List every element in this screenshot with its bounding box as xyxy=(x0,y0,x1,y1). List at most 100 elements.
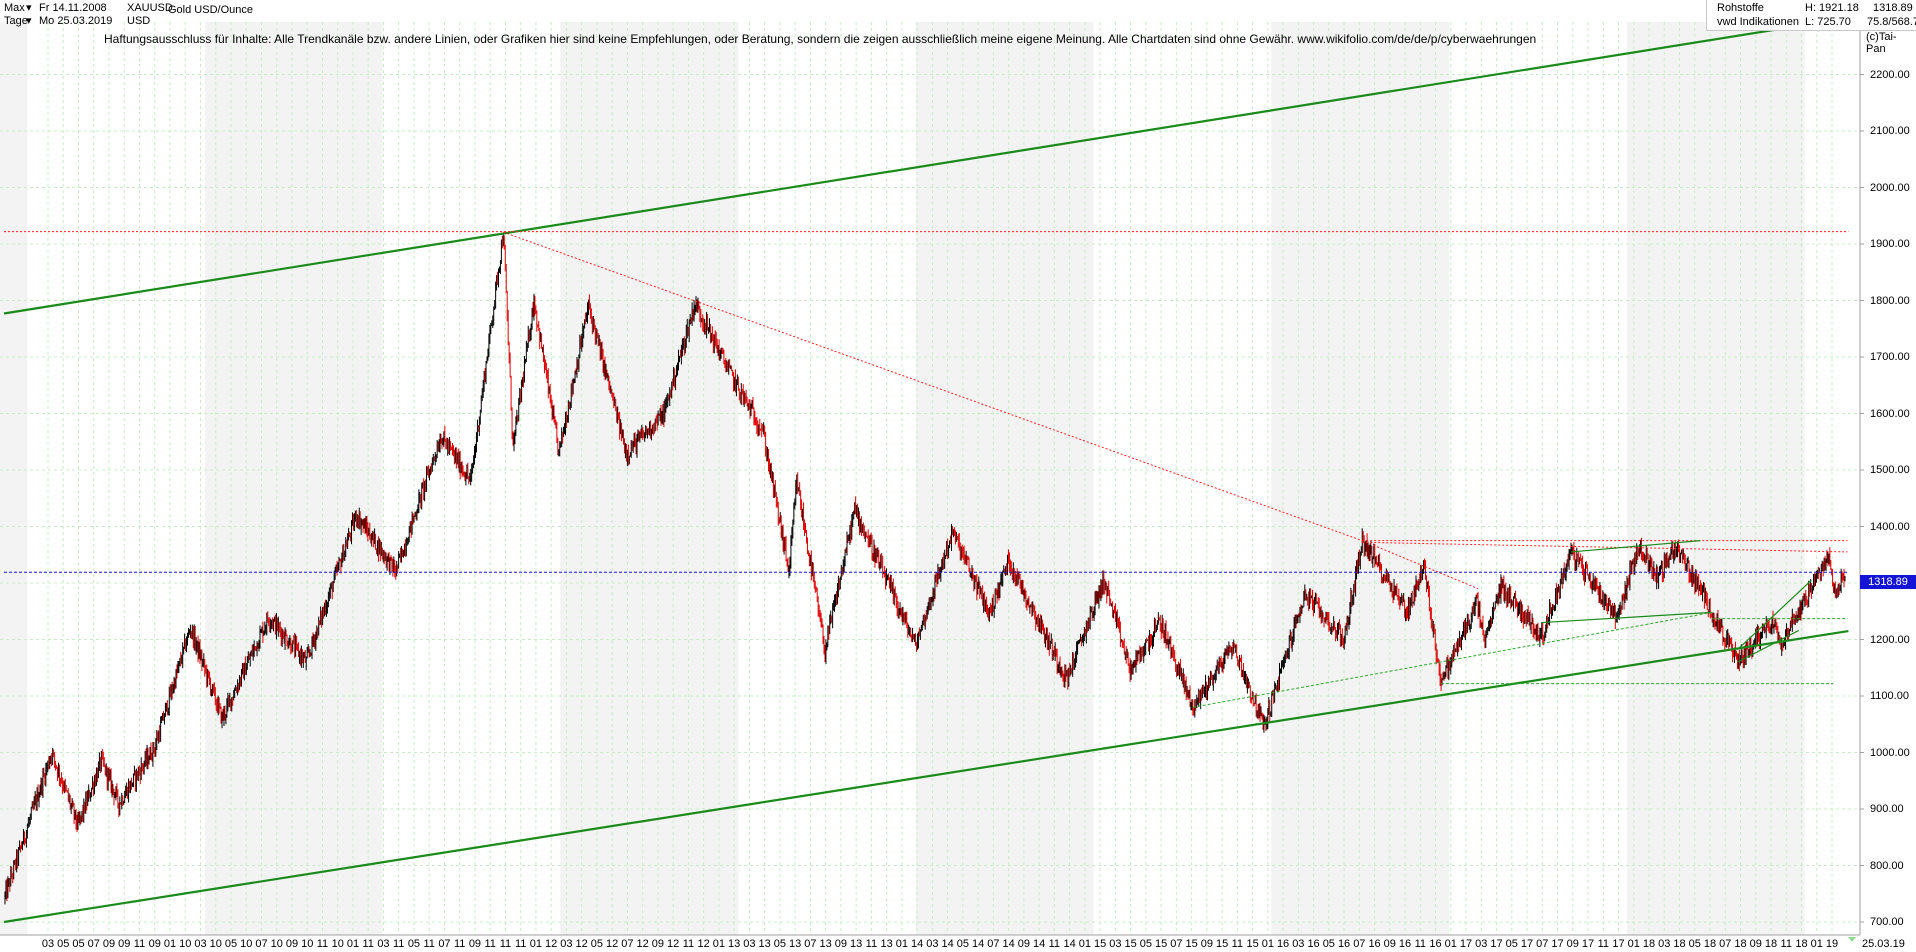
x-tick-label: 03 xyxy=(1109,938,1122,950)
y-tick-label: 1700.00 xyxy=(1870,351,1910,363)
x-tick-label: 14 xyxy=(941,938,954,950)
x-tick-label: 07 xyxy=(1719,938,1732,950)
x-tick-label: 03 xyxy=(377,938,390,950)
x-tick-label: 03 xyxy=(1475,938,1488,950)
chart-gridlines xyxy=(0,22,1864,935)
period-label[interactable]: Tage xyxy=(4,15,28,27)
x-tick-label: 11 xyxy=(682,938,695,950)
x-tick-label: 16 xyxy=(1368,938,1381,950)
y-tick-label: 1800.00 xyxy=(1870,294,1910,307)
y-tick-label: 2000.00 xyxy=(1870,181,1910,194)
x-tick-label: 03 xyxy=(926,938,939,950)
line-wedge-lower xyxy=(1737,629,1800,663)
x-tick-label: 09 xyxy=(285,938,299,950)
x-tick-label: 11 xyxy=(362,938,374,950)
x-tick-label: 09 xyxy=(1017,938,1030,950)
x-tick-label: 14 xyxy=(911,938,924,950)
y-tick-label: 900.00 xyxy=(1870,803,1904,815)
range-dropdown-icon[interactable]: ▾ xyxy=(26,2,32,14)
x-tick-label: 12 xyxy=(545,938,558,950)
copyright: (c)Tai-Pan xyxy=(1866,31,1897,55)
x-tick-label: 12 xyxy=(575,938,588,950)
x-tick-label: 18 xyxy=(1734,938,1747,950)
line-2017-resistance xyxy=(1570,540,1701,553)
currency: USD xyxy=(127,15,151,27)
period-dropdown-icon[interactable]: ▾ xyxy=(26,15,32,27)
year-band xyxy=(1626,22,1805,935)
line-wedge-upper xyxy=(1737,579,1812,651)
x-tick-label: 15 xyxy=(1215,938,1229,950)
x-tick-label: 05 xyxy=(956,938,969,950)
x-tick-label: 11 xyxy=(392,938,405,950)
x-tick-label: 07 xyxy=(1353,938,1366,950)
x-tick-label: 09 xyxy=(1383,938,1396,950)
y-tick-label: 1000.00 xyxy=(1870,746,1910,759)
year-band xyxy=(560,22,739,935)
x-tick-label: 11 xyxy=(1231,938,1244,950)
x-tick-label: 05 xyxy=(773,938,787,950)
low-value: L: 725.70 xyxy=(1805,16,1851,28)
x-tick-label: 05 xyxy=(590,938,604,950)
range-label[interactable]: Max xyxy=(4,2,25,14)
x-tick-label: 11 xyxy=(423,938,435,950)
high-value: H: 1921.18 xyxy=(1805,2,1859,14)
x-tick-label: 15 xyxy=(1185,938,1198,950)
x-tick-label: 05 xyxy=(224,938,238,950)
x-tick-label: 14 xyxy=(1002,938,1015,950)
x-tick-label: 09 xyxy=(1566,938,1579,950)
x-tick-label: 11 xyxy=(514,938,527,950)
x-tick-label: 18 xyxy=(1795,938,1808,950)
x-tick-label: 11 xyxy=(1780,938,1792,950)
y-tick-label: 700.00 xyxy=(1870,916,1904,928)
x-tick-label: 15 xyxy=(1154,938,1168,950)
x-tick-label: 03 xyxy=(41,938,55,950)
x-tick-label: 10 xyxy=(331,938,344,950)
x-tick-label: 17 xyxy=(1459,938,1473,950)
x-tick-label: 17 xyxy=(1551,938,1564,950)
x-tick-label: 09 xyxy=(1200,938,1213,950)
x-tick-label: 13 xyxy=(789,938,802,950)
x-tick-label: 11 xyxy=(1597,938,1609,950)
x-tick-label: 18 xyxy=(1764,938,1778,950)
x-tick-label: 18 xyxy=(1673,938,1686,950)
line-2016-high-slope xyxy=(1362,541,1848,553)
x-tick-label: 01 xyxy=(163,938,177,950)
x-tick-label: 10 xyxy=(179,938,192,950)
x-tick-label: 07 xyxy=(621,938,634,950)
x-tick-label: 12 xyxy=(667,938,680,950)
x-tick-label: 13 xyxy=(880,938,893,950)
x-tick-label: 09 xyxy=(651,938,665,950)
x-tick-label: 09 xyxy=(468,938,482,950)
x-tick-label: 11 xyxy=(453,938,466,950)
instrument-name: Gold USD/Ounce xyxy=(168,4,253,16)
x-tick-label: 12 xyxy=(636,938,649,950)
x-tick-label: 03 xyxy=(1292,938,1305,950)
line-upper-channel xyxy=(3,16,1849,315)
x-tick-label: 07 xyxy=(255,938,268,950)
y-tick-label: 1100.00 xyxy=(1870,690,1909,702)
y-tick-label: 2100.00 xyxy=(1870,125,1910,137)
x-tick-label: 07 xyxy=(1536,938,1549,950)
line-2017-support xyxy=(1541,611,1713,624)
x-tick-label: 07 xyxy=(1170,938,1183,950)
x-tick-label: 01 xyxy=(346,938,360,950)
x-tick-label: 17 xyxy=(1520,938,1534,950)
ratio-value: 75.8/568.7 xyxy=(1867,16,1916,28)
x-tick-label: 16 xyxy=(1276,938,1290,950)
year-band xyxy=(204,22,383,935)
x-tick-label: 09 xyxy=(118,938,131,950)
x-tick-label: 07 xyxy=(804,938,817,950)
x-tick-label: 09 xyxy=(834,938,847,950)
x-tick-label: 01 xyxy=(1078,938,1091,950)
x-tick-label: 14 xyxy=(971,938,985,950)
line-lower-channel xyxy=(3,629,1849,924)
trend-lines xyxy=(3,16,1849,924)
x-tick-label: 07 xyxy=(987,938,1000,950)
x-tick-label: 17 xyxy=(1581,938,1595,950)
x-tick-label: 11 xyxy=(133,938,146,950)
x-tick-label: 11 xyxy=(1414,938,1427,950)
x-tick-label: 10 xyxy=(209,938,222,950)
x-tick-label: 05 xyxy=(1139,938,1152,950)
x-tick-label: 09 xyxy=(148,938,161,950)
x-tick-label: 15 xyxy=(1093,938,1107,950)
